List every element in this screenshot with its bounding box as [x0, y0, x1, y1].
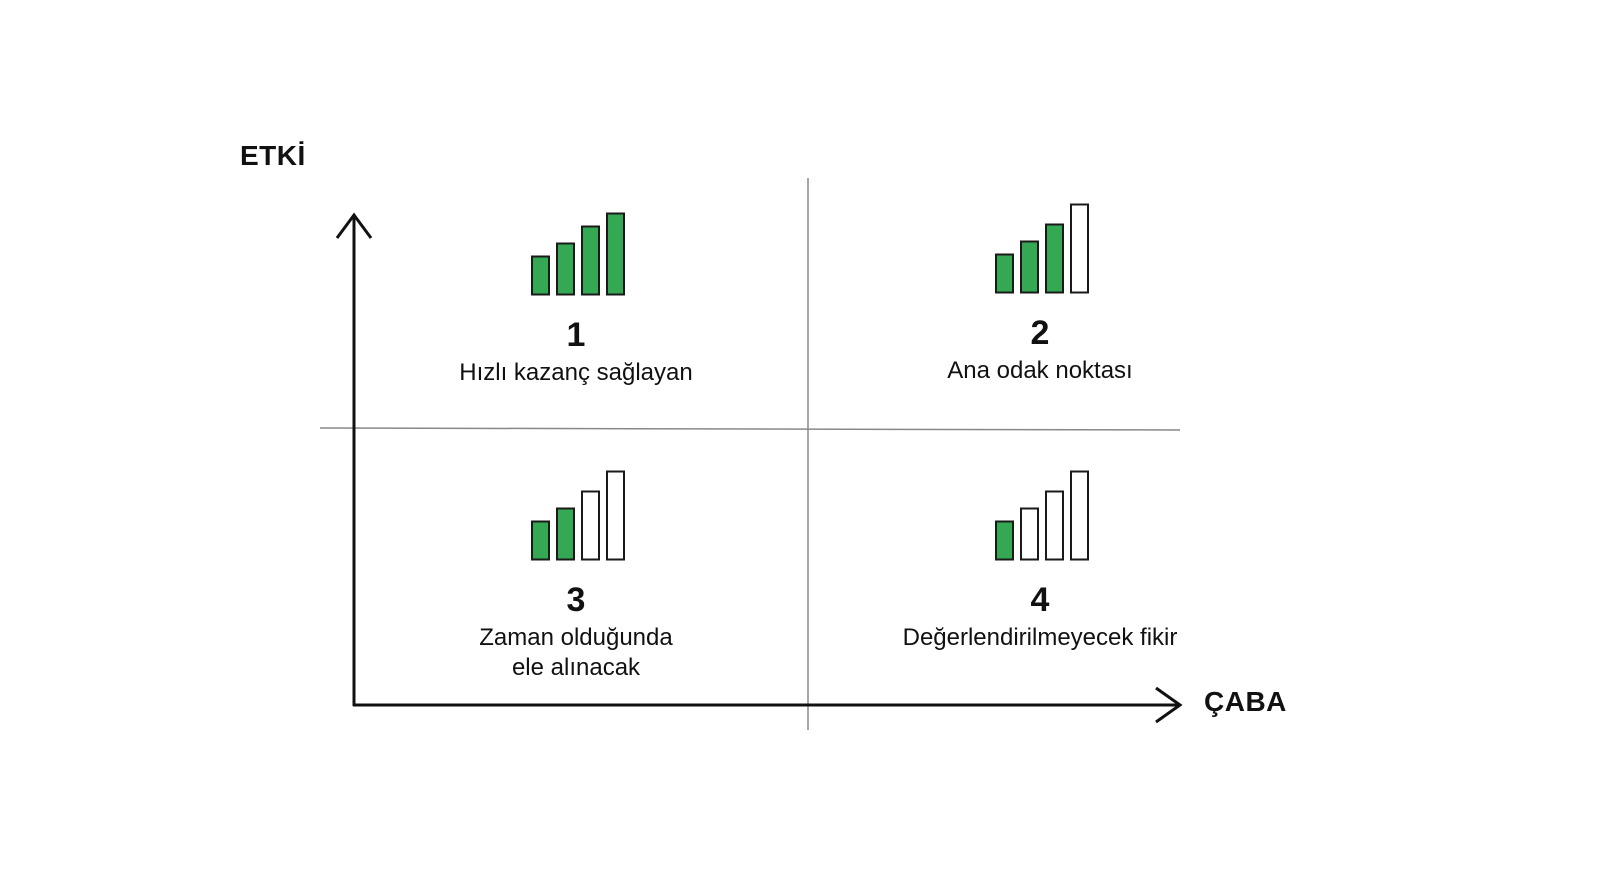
bar-level-icon [531, 212, 625, 296]
bar-empty [581, 490, 600, 561]
quadrant-title: Değerlendirilmeyecek fikir [902, 624, 1178, 651]
quadrant-title: Hızlı kazanç sağlayan [459, 359, 693, 386]
bar-level-icon [531, 470, 625, 561]
quadrant-number: 3 [566, 581, 586, 619]
bar-filled [606, 212, 625, 296]
bar-filled [531, 255, 550, 296]
x-axis-arrowhead [1155, 686, 1183, 724]
y-axis-arrowhead [335, 212, 373, 239]
bar-filled [581, 225, 600, 296]
bar-filled [1020, 240, 1039, 294]
bar-filled [556, 242, 575, 296]
bar-empty [1020, 507, 1039, 561]
quadrant-title: Zaman olduğunda ele alınacak [479, 624, 673, 681]
bar-empty [1045, 490, 1064, 561]
bar-level-icon [995, 203, 1089, 294]
quadrant-main-focus: 2 Ana odak noktası [830, 199, 1250, 386]
bar-filled [995, 253, 1014, 294]
bar-filled [531, 520, 550, 561]
quadrant-number: 2 [1030, 314, 1050, 352]
quadrant-number: 4 [1030, 581, 1050, 619]
bar-filled [1045, 223, 1064, 294]
quadrant-title: Ana odak noktası [947, 357, 1133, 384]
quadrant-when-time-allows: 3 Zaman olduğunda ele alınacak [366, 469, 786, 683]
bar-empty [606, 470, 625, 561]
bar-empty [1070, 203, 1089, 294]
x-axis-label: ÇABA [1204, 686, 1287, 717]
quadrant-number: 1 [566, 316, 586, 354]
bar-filled [556, 507, 575, 561]
bar-filled [995, 520, 1014, 561]
bar-empty [1070, 470, 1089, 561]
quadrant-quick-wins: 1 Hızlı kazanç sağlayan [366, 212, 786, 388]
horizontal-divider [319, 427, 1181, 431]
quadrant-not-considered: 4 Değerlendirilmeyecek fikir [830, 469, 1250, 653]
bar-level-icon [995, 470, 1089, 561]
y-axis-label: ETKİ [240, 140, 306, 171]
